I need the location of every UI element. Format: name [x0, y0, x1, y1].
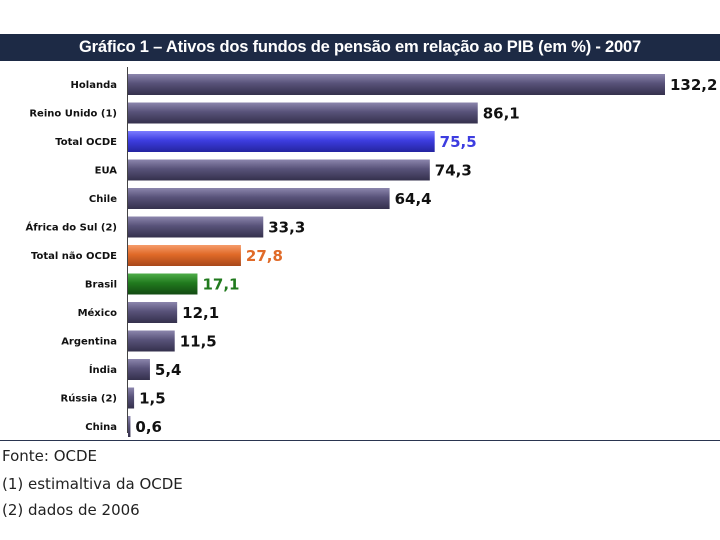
footnote-1: (1) estimaltiva da OCDE — [2, 475, 183, 493]
value-label-total-ocde: 75,5 — [440, 133, 477, 151]
category-label-total-ocde: Total OCDE — [55, 137, 117, 148]
category-label-eua: EUA — [95, 166, 118, 177]
bar-holanda — [128, 74, 665, 95]
bar-total-nao-ocde — [128, 245, 241, 266]
divider-line — [0, 440, 720, 441]
bar-total-ocde — [128, 131, 435, 152]
value-label-india: 5,4 — [155, 361, 182, 379]
category-label-india: Índia — [89, 363, 117, 376]
category-label-africa-do-sul-2: África do Sul (2) — [26, 221, 117, 234]
bar-argentina — [128, 330, 175, 352]
bar-brasil — [128, 273, 198, 295]
value-label-china: 0,6 — [135, 418, 162, 436]
bar-reino-unido-1 — [128, 102, 478, 124]
value-label-argentina: 11,5 — [180, 333, 217, 351]
category-label-total-nao-ocde: Total não OCDE — [31, 251, 117, 262]
footnote-2: (2) dados de 2006 — [2, 501, 140, 519]
source-note: Fonte: OCDE — [2, 447, 98, 465]
category-label-chile: Chile — [89, 194, 117, 205]
bar-eua — [128, 159, 430, 181]
bar-russia-2 — [128, 387, 135, 409]
bar-africa-do-sul-2 — [128, 216, 264, 238]
value-label-holanda: 132,2 — [670, 76, 717, 94]
category-label-brasil: Brasil — [85, 280, 117, 291]
category-label-argentina: Argentina — [61, 337, 117, 348]
category-label-russia-2: Rússia (2) — [61, 393, 117, 405]
value-label-brasil: 17,1 — [202, 276, 239, 294]
category-label-china: China — [85, 422, 117, 433]
bar-mexico — [128, 302, 178, 323]
value-label-africa-do-sul-2: 33,3 — [268, 219, 305, 237]
chart-title: Gráfico 1 – Ativos dos fundos de pensão … — [0, 34, 720, 61]
category-label-mexico: México — [78, 307, 118, 319]
value-label-total-nao-ocde: 27,8 — [246, 247, 283, 265]
category-label-holanda: Holanda — [71, 80, 117, 91]
value-label-reino-unido-1: 86,1 — [483, 105, 520, 123]
value-label-chile: 64,4 — [395, 190, 432, 208]
bar-india — [128, 359, 150, 380]
value-label-russia-2: 1,5 — [139, 390, 166, 408]
value-label-mexico: 12,1 — [182, 304, 219, 322]
bar-china — [128, 416, 131, 437]
bar-chile — [128, 188, 390, 209]
value-label-eua: 74,3 — [435, 162, 472, 180]
category-label-reino-unido-1: Reino Unido (1) — [29, 109, 117, 120]
